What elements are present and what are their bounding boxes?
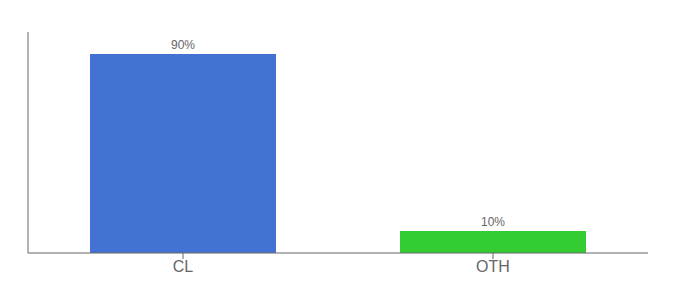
svg-text:10%: 10% bbox=[481, 215, 505, 229]
svg-text:OTH: OTH bbox=[476, 258, 510, 275]
svg-text:90%: 90% bbox=[171, 38, 195, 52]
svg-text:CL: CL bbox=[173, 258, 194, 275]
